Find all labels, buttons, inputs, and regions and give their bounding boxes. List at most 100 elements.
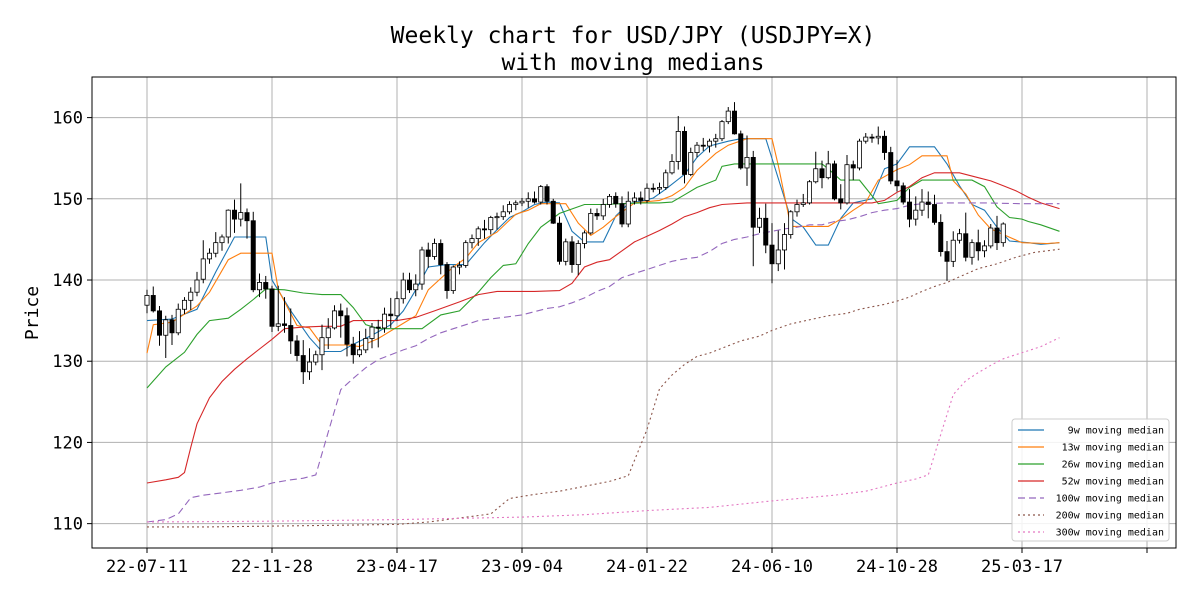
candle-body xyxy=(200,258,206,280)
candle-body xyxy=(506,204,512,213)
candle-body xyxy=(438,243,444,265)
candle-body xyxy=(144,295,150,306)
candle-body xyxy=(481,228,487,231)
candle-body xyxy=(269,288,275,327)
candle xyxy=(894,159,900,192)
candle-body xyxy=(625,200,631,225)
candle xyxy=(1000,222,1006,247)
candle xyxy=(619,196,625,228)
candle-body xyxy=(657,187,663,190)
candle xyxy=(319,324,325,371)
candle-body xyxy=(994,227,1000,244)
candle-body xyxy=(919,201,925,211)
candle-body xyxy=(719,121,725,140)
candle xyxy=(988,223,994,249)
candle xyxy=(331,305,337,330)
legend: 9w moving median 13w moving median 26w mov… xyxy=(1011,418,1170,542)
y-tick-label: 160 xyxy=(52,109,83,129)
legend-label: 100w moving median xyxy=(1056,494,1164,505)
candle-body xyxy=(694,144,700,153)
candle-body xyxy=(688,152,694,175)
candle-body xyxy=(819,168,825,179)
candle-body xyxy=(369,326,375,339)
candle-body xyxy=(750,156,756,228)
candle xyxy=(275,285,281,332)
candle xyxy=(231,199,237,233)
candle xyxy=(819,160,825,189)
candle-body xyxy=(1000,223,1006,244)
y-axis-label: Price xyxy=(22,286,43,340)
candle-body xyxy=(313,354,319,363)
candle xyxy=(607,193,613,208)
candle-body xyxy=(388,313,394,317)
candle-body xyxy=(450,266,456,291)
candle xyxy=(707,138,713,153)
candle xyxy=(438,239,444,275)
candle xyxy=(713,133,719,148)
candle-body xyxy=(325,327,331,339)
candle xyxy=(663,169,669,190)
candle xyxy=(306,348,312,380)
candle-body xyxy=(975,242,981,252)
candle-body xyxy=(875,135,881,139)
candle xyxy=(344,307,350,357)
candle xyxy=(300,340,306,384)
candle-body xyxy=(944,251,950,262)
candle-body xyxy=(738,133,744,169)
x-tick-label: 24-01-22 xyxy=(606,557,688,577)
candle-body xyxy=(469,238,475,244)
candle xyxy=(431,238,437,260)
candle-body xyxy=(288,325,294,342)
candle xyxy=(763,203,769,254)
candle xyxy=(913,196,919,226)
candle xyxy=(169,314,175,345)
candle-body xyxy=(900,185,906,203)
candle xyxy=(563,238,569,266)
candle-body xyxy=(788,211,794,235)
candle xyxy=(469,234,475,249)
candle xyxy=(919,189,925,216)
candle-body xyxy=(925,201,931,205)
candle xyxy=(725,107,731,125)
candle xyxy=(669,154,675,175)
candle xyxy=(857,138,863,171)
y-tick-label: 120 xyxy=(52,433,83,453)
candle-body xyxy=(306,361,312,373)
candle xyxy=(800,193,806,207)
candle xyxy=(719,120,725,142)
candle-body xyxy=(557,222,563,262)
candle-body xyxy=(869,136,875,139)
candle-body xyxy=(381,313,387,329)
candle-body xyxy=(563,241,569,262)
candle-body xyxy=(156,310,162,336)
candle-body xyxy=(175,308,181,334)
y-tick-label: 150 xyxy=(52,190,83,210)
candle xyxy=(188,287,194,311)
candle xyxy=(838,184,844,210)
candle-body xyxy=(544,186,550,202)
candle-body xyxy=(682,131,688,175)
candle xyxy=(638,191,644,205)
candle-body xyxy=(794,204,800,213)
candle-body xyxy=(669,161,675,174)
candle xyxy=(888,146,894,185)
candle-body xyxy=(838,198,844,204)
candle-body xyxy=(744,156,750,169)
candle xyxy=(950,231,956,268)
candle-body xyxy=(644,187,650,201)
candle-body xyxy=(969,242,975,258)
candle-body xyxy=(913,209,919,220)
candle xyxy=(381,307,387,333)
candle-body xyxy=(513,202,519,205)
y-tick-label: 140 xyxy=(52,271,83,291)
candle xyxy=(588,208,594,235)
candle xyxy=(557,216,563,265)
candle-body xyxy=(231,209,237,220)
candle xyxy=(194,271,200,297)
y-tick-label: 130 xyxy=(52,352,83,372)
candle-body xyxy=(650,187,656,190)
candle xyxy=(444,262,450,299)
candle xyxy=(294,335,300,362)
candle xyxy=(163,315,169,358)
